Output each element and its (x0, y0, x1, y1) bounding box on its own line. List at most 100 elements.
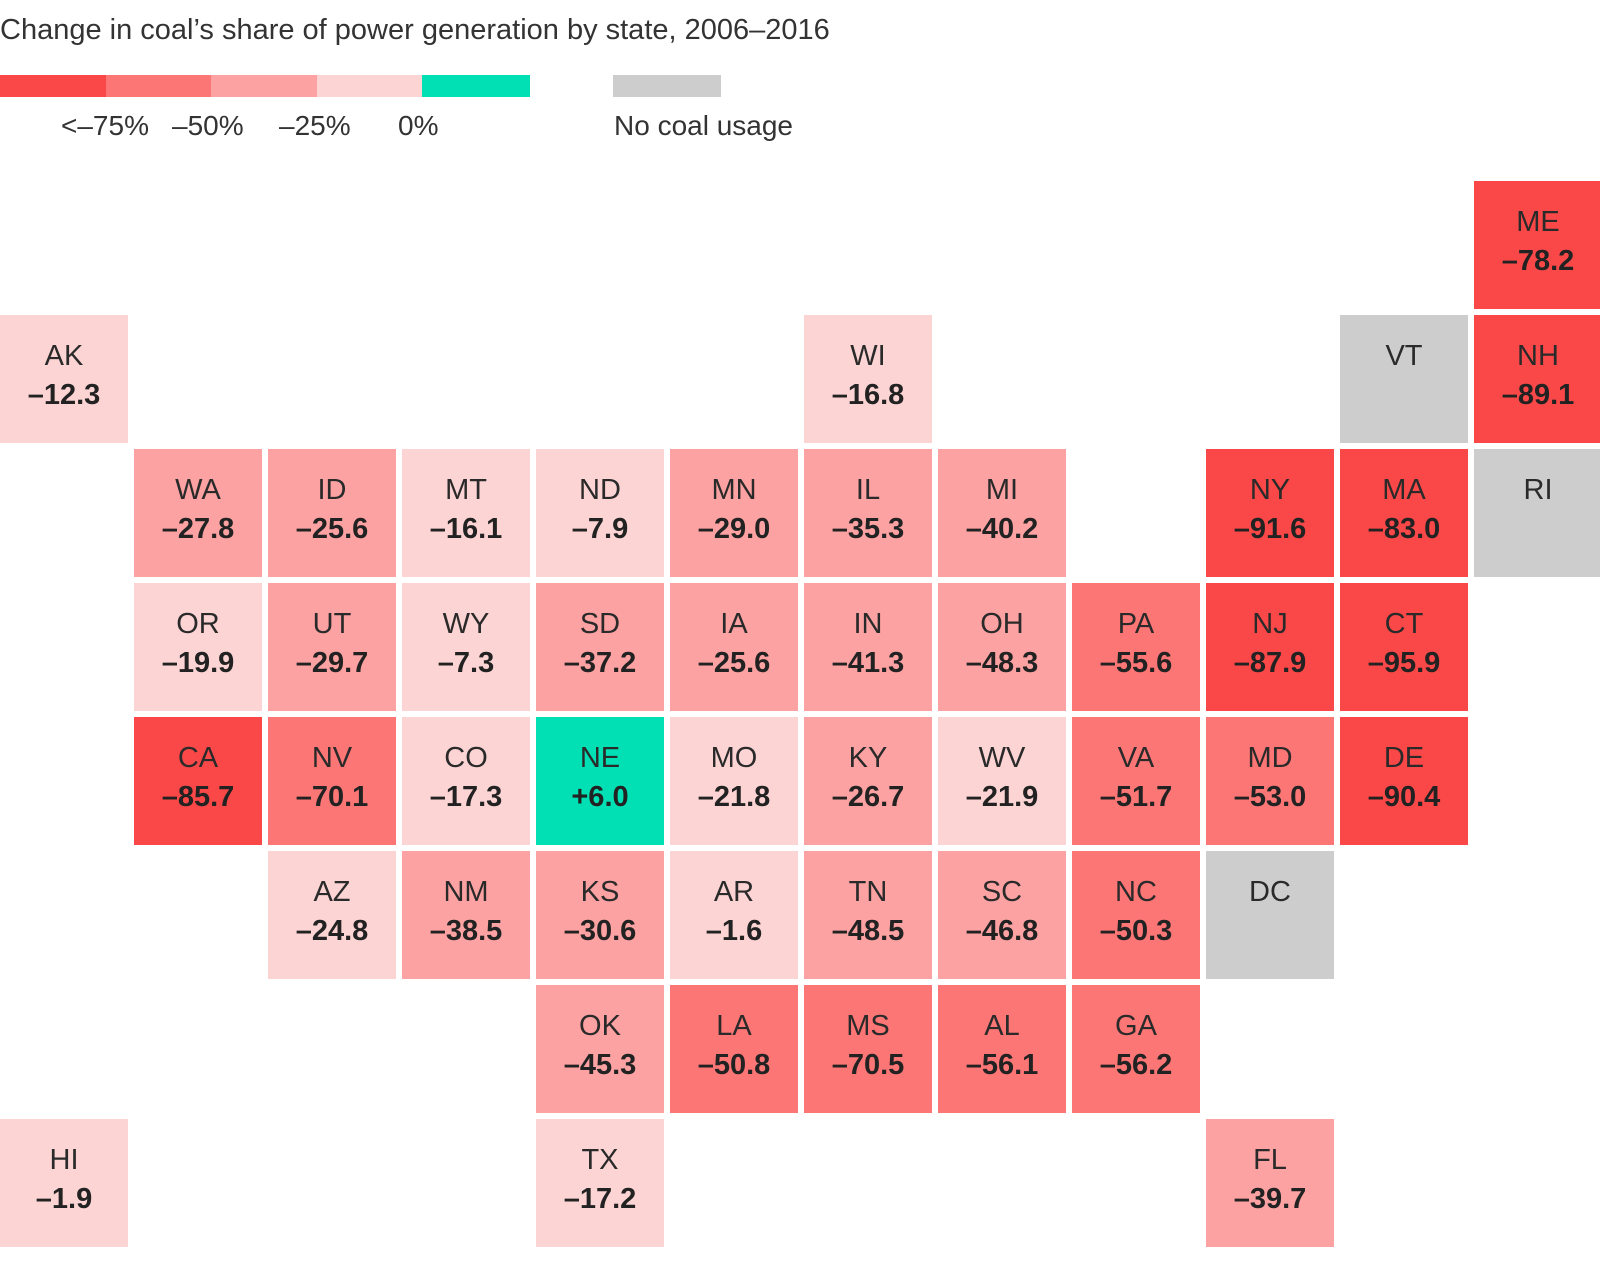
state-abbr: RI (1523, 474, 1553, 506)
state-abbr: DC (1249, 876, 1291, 908)
state-abbr: ME (1516, 206, 1560, 238)
state-value: –21.9 (965, 781, 1039, 813)
state-abbr: VT (1385, 340, 1423, 372)
state-tile-ne: NE +6.0 (536, 717, 664, 845)
state-tile-ga: GA –56.2 (1072, 985, 1200, 1113)
state-abbr: GA (1115, 1010, 1157, 1042)
state-abbr: MD (1247, 742, 1293, 774)
state-tile-or: OR –19.9 (134, 583, 262, 711)
state-value: –53.0 (1233, 781, 1307, 813)
state-tile-in: IN –41.3 (804, 583, 932, 711)
state-abbr: CT (1384, 608, 1424, 640)
state-value: –1.6 (705, 915, 763, 947)
state-abbr: MA (1382, 474, 1426, 506)
state-tile-ny: NY –91.6 (1206, 449, 1334, 577)
state-abbr: HI (49, 1144, 79, 1176)
state-abbr: OR (176, 608, 220, 640)
state-abbr: SD (579, 608, 621, 640)
state-value: –26.7 (831, 781, 905, 813)
state-tile-ut: UT –29.7 (268, 583, 396, 711)
state-value: –37.2 (563, 647, 637, 679)
state-tile-ar: AR –1.6 (670, 851, 798, 979)
state-value: –17.3 (429, 781, 503, 813)
state-value: –12.3 (27, 379, 101, 411)
state-abbr: NC (1115, 876, 1157, 908)
state-abbr: NJ (1252, 608, 1288, 640)
state-value: –27.8 (161, 513, 235, 545)
state-abbr: NM (443, 876, 489, 908)
state-abbr: NH (1517, 340, 1559, 372)
state-tile-mo: MO –21.8 (670, 717, 798, 845)
state-value: –83.0 (1367, 513, 1441, 545)
state-tile-al: AL –56.1 (938, 985, 1066, 1113)
state-value: –51.7 (1099, 781, 1173, 813)
state-abbr: NV (311, 742, 353, 774)
state-value: –16.1 (429, 513, 503, 545)
state-tile-md: MD –53.0 (1206, 717, 1334, 845)
state-value: –21.8 (697, 781, 771, 813)
state-tile-nd: ND –7.9 (536, 449, 664, 577)
state-value: –55.6 (1099, 647, 1173, 679)
state-tile-ca: CA –85.7 (134, 717, 262, 845)
state-tile-map: ME –78.2 AK –12.3 WI –16.8 VT NH –89.1 WA –27.8 ID –… (0, 181, 1600, 1251)
state-abbr: IN (853, 608, 883, 640)
state-abbr: NE (579, 742, 621, 774)
state-tile-wy: WY –7.3 (402, 583, 530, 711)
state-value: –7.3 (437, 647, 495, 679)
state-tile-de: DE –90.4 (1340, 717, 1468, 845)
state-tile-mi: MI –40.2 (938, 449, 1066, 577)
state-abbr: WI (850, 340, 886, 372)
state-value: –29.0 (697, 513, 771, 545)
state-value: –16.8 (831, 379, 905, 411)
state-value: –50.8 (697, 1049, 771, 1081)
state-tile-il: IL –35.3 (804, 449, 932, 577)
state-abbr: WY (442, 608, 490, 640)
state-abbr: ID (317, 474, 347, 506)
state-tile-ri: RI (1474, 449, 1600, 577)
state-abbr: AL (984, 1010, 1020, 1042)
legend-label-25: –25% (279, 110, 351, 141)
state-abbr: WA (175, 474, 221, 506)
state-value: –48.3 (965, 647, 1039, 679)
state-tile-ms: MS –70.5 (804, 985, 932, 1113)
state-abbr: MS (846, 1010, 890, 1042)
state-value: –24.8 (295, 915, 369, 947)
state-tile-hi: HI –1.9 (0, 1119, 128, 1247)
state-value: –38.5 (429, 915, 503, 947)
state-tile-tx: TX –17.2 (536, 1119, 664, 1247)
state-abbr: MI (985, 474, 1019, 506)
legend-label-no-coal: No coal usage (614, 110, 794, 141)
state-tile-me: ME –78.2 (1474, 181, 1600, 309)
state-tile-wv: WV –21.9 (938, 717, 1066, 845)
state-abbr: DE (1383, 742, 1425, 774)
state-value: –17.2 (563, 1183, 637, 1215)
state-abbr: MO (710, 742, 758, 774)
state-tile-wa: WA –27.8 (134, 449, 262, 577)
state-tile-nm: NM –38.5 (402, 851, 530, 979)
state-value: –85.7 (161, 781, 235, 813)
state-tile-nv: NV –70.1 (268, 717, 396, 845)
legend-swatch-50-75 (106, 75, 211, 97)
state-tile-ak: AK –12.3 (0, 315, 128, 443)
state-tile-tn: TN –48.5 (804, 851, 932, 979)
legend-swatch-25-50 (211, 75, 317, 97)
state-abbr: AK (44, 340, 84, 372)
state-tile-vt: VT (1340, 315, 1468, 443)
state-abbr: NY (1249, 474, 1291, 506)
state-value: –7.9 (571, 513, 629, 545)
state-tile-mn: MN –29.0 (670, 449, 798, 577)
legend-swatch-positive (422, 75, 530, 97)
state-abbr: KS (580, 876, 620, 908)
state-tile-sd: SD –37.2 (536, 583, 664, 711)
state-tile-ok: OK –45.3 (536, 985, 664, 1113)
state-value: –70.1 (295, 781, 369, 813)
state-abbr: WV (978, 742, 1026, 774)
map-title: Change in coal’s share of power generati… (0, 14, 830, 46)
state-tile-nc: NC –50.3 (1072, 851, 1200, 979)
legend-swatch-0-25 (317, 75, 422, 97)
state-tile-co: CO –17.3 (402, 717, 530, 845)
state-tile-ky: KY –26.7 (804, 717, 932, 845)
state-tile-la: LA –50.8 (670, 985, 798, 1113)
state-value: –90.4 (1367, 781, 1441, 813)
state-abbr: OK (579, 1010, 621, 1042)
